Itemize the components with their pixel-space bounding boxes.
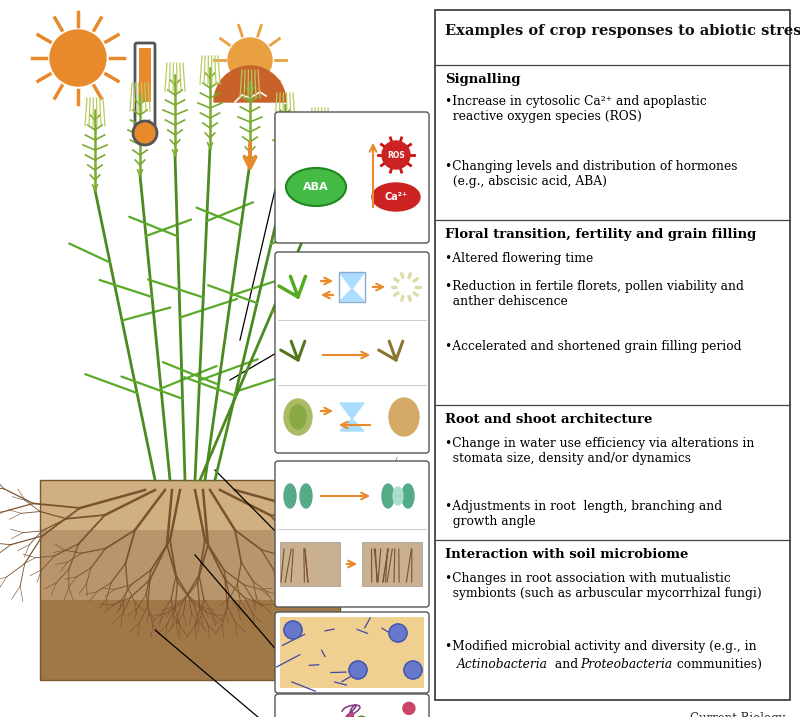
Bar (40, 530, 340, 600)
Text: Ca²⁺: Ca²⁺ (384, 192, 408, 202)
Text: ROS: ROS (387, 151, 405, 159)
Bar (40, 480, 340, 530)
Text: Proteobacteria: Proteobacteria (580, 658, 672, 671)
Text: •Changes in root association with mutualistic
  symbionts (such as arbuscular my: •Changes in root association with mutual… (445, 572, 762, 600)
Ellipse shape (300, 484, 312, 508)
Polygon shape (340, 273, 364, 289)
Ellipse shape (284, 399, 312, 435)
Text: •Adjustments in root  length, branching and
  growth angle: •Adjustments in root length, branching a… (445, 500, 722, 528)
Circle shape (133, 121, 157, 145)
Ellipse shape (284, 484, 296, 508)
Text: communities): communities) (673, 658, 762, 671)
Text: Examples of crop responses to abiotic stress:: Examples of crop responses to abiotic st… (445, 24, 800, 38)
Polygon shape (340, 289, 364, 301)
Text: Actinobacteria: Actinobacteria (457, 658, 548, 671)
Circle shape (403, 703, 415, 714)
Circle shape (228, 38, 272, 82)
Bar (40, 480, 340, 680)
Circle shape (382, 141, 410, 169)
FancyBboxPatch shape (275, 612, 429, 693)
Text: Signalling: Signalling (445, 73, 521, 86)
Text: Interaction with soil microbiome: Interaction with soil microbiome (445, 548, 688, 561)
FancyBboxPatch shape (275, 694, 429, 717)
FancyBboxPatch shape (275, 252, 429, 453)
Ellipse shape (402, 484, 414, 508)
Polygon shape (340, 403, 364, 419)
Ellipse shape (286, 168, 346, 206)
Text: Root and shoot architecture: Root and shoot architecture (445, 413, 652, 426)
Text: •Change in water use efficiency via alterations in
  stomata size, density and/o: •Change in water use efficiency via alte… (445, 437, 754, 465)
Text: ABA: ABA (303, 182, 329, 192)
Bar (435, 10, 790, 700)
Bar (40, 600, 340, 680)
Text: and: and (551, 658, 582, 671)
Text: •Reduction in fertile florets, pollen viability and
  anther dehiscence: •Reduction in fertile florets, pollen vi… (445, 280, 744, 308)
Ellipse shape (382, 484, 394, 508)
FancyBboxPatch shape (275, 112, 429, 243)
FancyBboxPatch shape (135, 43, 155, 127)
Polygon shape (340, 419, 364, 431)
Circle shape (349, 661, 367, 679)
Circle shape (398, 279, 414, 295)
Text: •Modified microbial activity and diversity (e.g., in: •Modified microbial activity and diversi… (445, 640, 757, 653)
Text: Current Biology: Current Biology (690, 712, 785, 717)
Circle shape (355, 716, 367, 717)
FancyBboxPatch shape (139, 48, 151, 102)
Wedge shape (214, 66, 286, 102)
Ellipse shape (290, 405, 306, 429)
Circle shape (389, 624, 407, 642)
Ellipse shape (393, 487, 403, 505)
Ellipse shape (389, 398, 419, 436)
Text: Floral transition, fertility and grain filling: Floral transition, fertility and grain f… (445, 228, 756, 241)
Text: •Changing levels and distribution of hormones
  (e.g., abscisic acid, ABA): •Changing levels and distribution of hor… (445, 160, 738, 188)
Text: •Increase in cytosolic Ca²⁺ and apoplastic
  reactive oxygen species (ROS): •Increase in cytosolic Ca²⁺ and apoplast… (445, 95, 706, 123)
Circle shape (404, 661, 422, 679)
Text: •Altered flowering time: •Altered flowering time (445, 252, 594, 265)
FancyBboxPatch shape (275, 461, 429, 607)
Ellipse shape (372, 183, 420, 211)
Circle shape (284, 621, 302, 639)
Circle shape (50, 30, 106, 86)
Bar (280, 617, 424, 688)
Bar (362, 542, 422, 586)
Bar (280, 542, 340, 586)
Text: •Accelerated and shortened grain filling period: •Accelerated and shortened grain filling… (445, 340, 742, 353)
